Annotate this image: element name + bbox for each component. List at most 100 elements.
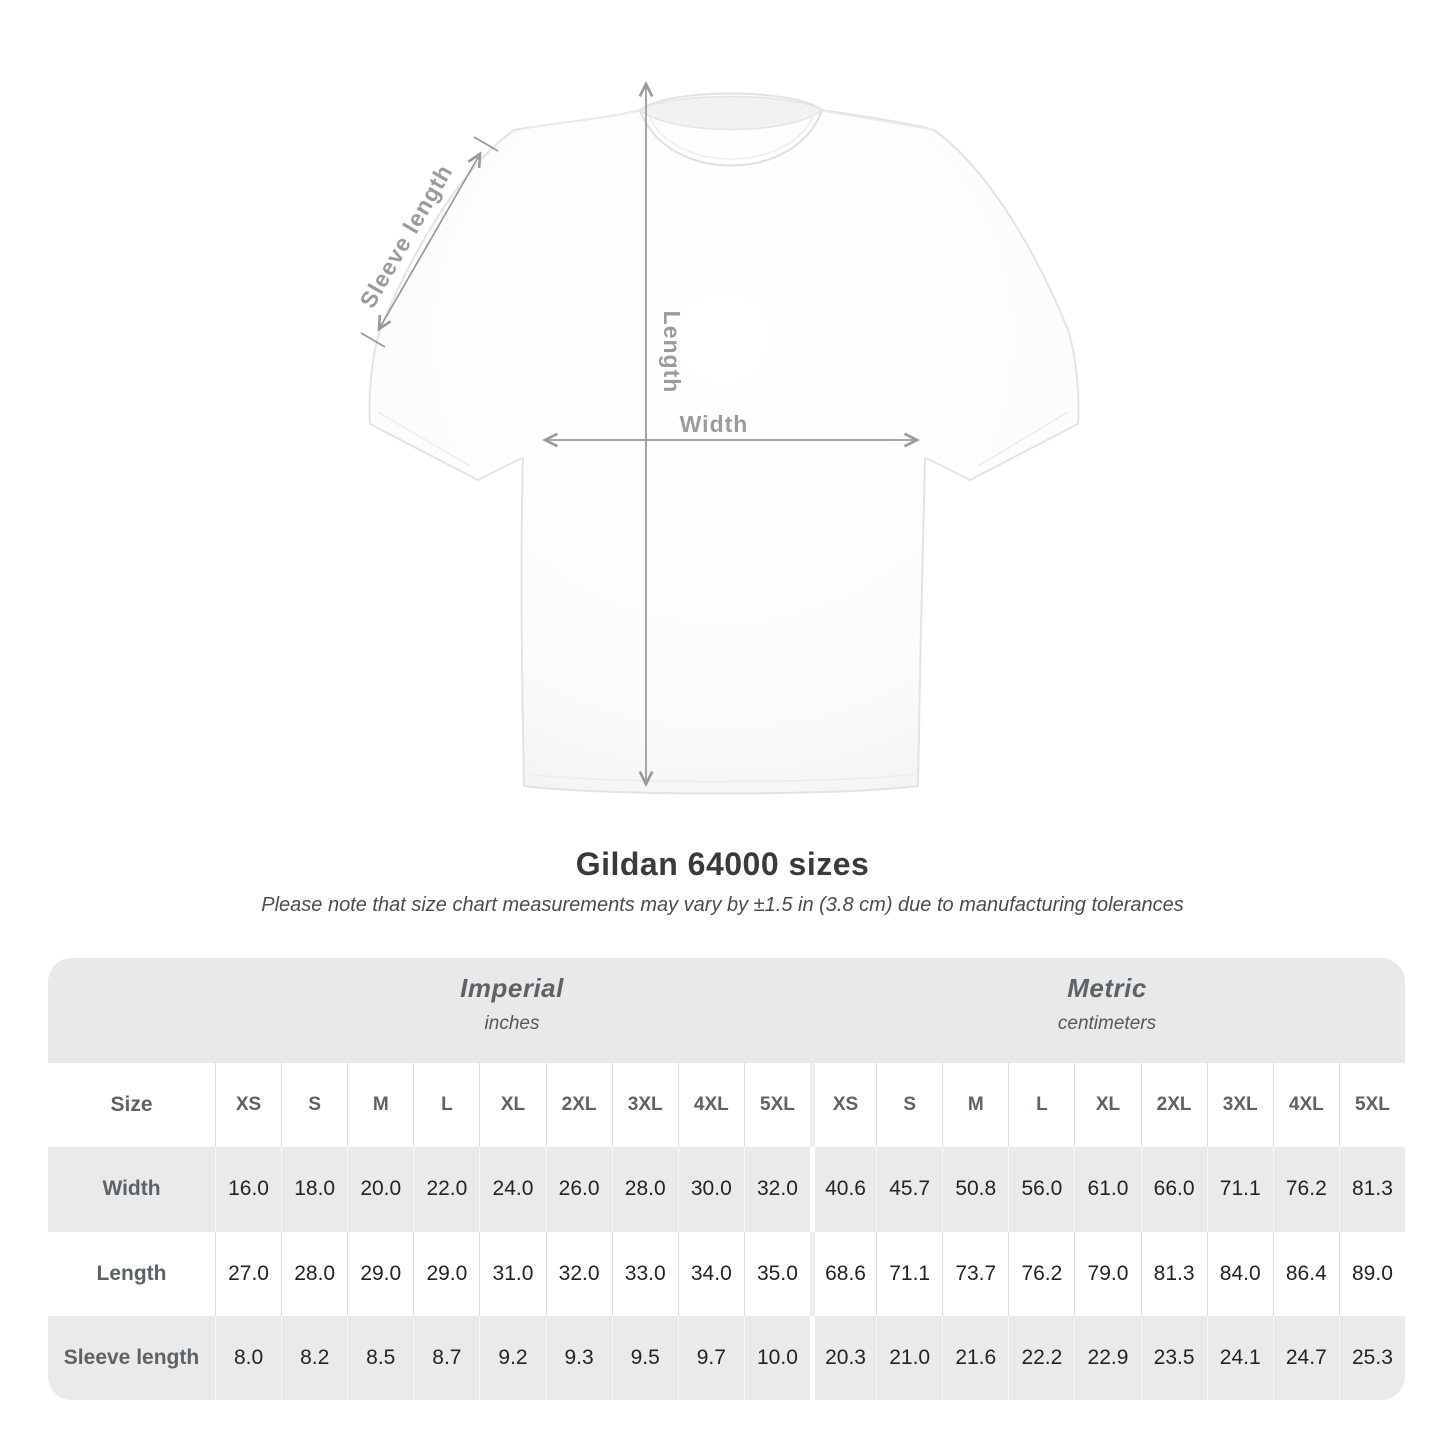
- metric-label: Metric: [1067, 973, 1147, 1003]
- imperial-label: Imperial: [460, 973, 564, 1003]
- column-header-imperial-XL: XL: [479, 1063, 545, 1148]
- table-cell: 28.0: [281, 1231, 347, 1316]
- table-cell: 22.9: [1074, 1315, 1140, 1400]
- tshirt-diagram: Sleeve length Length Width: [354, 81, 1080, 795]
- table-cell: 21.0: [876, 1315, 942, 1400]
- sleeve-arrow-tick-top: [473, 136, 499, 152]
- tshirt-collar-band: [639, 109, 823, 167]
- table-cell: 9.5: [611, 1315, 678, 1400]
- table-cell: 23.5: [1140, 1315, 1207, 1400]
- table-cell: 25.3: [1338, 1315, 1405, 1400]
- table-cell: 20.0: [347, 1147, 413, 1232]
- table-cell: 31.0: [479, 1231, 545, 1316]
- column-header-metric-M: M: [942, 1063, 1008, 1148]
- table-cell: 56.0: [1008, 1147, 1074, 1232]
- table-cell: 76.2: [1008, 1231, 1074, 1316]
- size-column-label: Size: [110, 1093, 153, 1117]
- width-label: Width: [680, 411, 749, 437]
- tshirt-sleeve-hem-right: [977, 411, 1069, 467]
- tshirt-body: [368, 92, 1080, 795]
- table-cell: 32.0: [743, 1147, 810, 1232]
- page-title: Gildan 64000 sizes: [575, 846, 870, 882]
- length-label: Length: [659, 311, 685, 394]
- table-cell: 73.7: [942, 1231, 1008, 1316]
- tshirt-shoulder-seam-right: [821, 110, 935, 131]
- imperial-group-header: Imperial inches: [215, 958, 809, 1063]
- table-cell: 29.0: [413, 1231, 479, 1316]
- column-header-imperial-2XL: 2XL: [545, 1063, 612, 1148]
- row-label: Width: [102, 1177, 161, 1201]
- table-cell: 9.3: [545, 1315, 612, 1400]
- metric-group-header: Metric centimeters: [809, 958, 1405, 1063]
- table-cell: 30.0: [677, 1147, 744, 1232]
- table-cell: 22.0: [413, 1147, 479, 1232]
- tshirt-shoulder-seam-left: [527, 110, 641, 129]
- table-cell: 68.6: [810, 1231, 876, 1316]
- table-cell: 84.0: [1206, 1231, 1273, 1316]
- table-cell: 8.7: [413, 1315, 479, 1400]
- row-label: Sleeve length: [63, 1345, 200, 1369]
- table-cell: 76.2: [1272, 1147, 1339, 1232]
- column-header-metric-3XL: 3XL: [1206, 1063, 1273, 1148]
- imperial-units: inches: [484, 1013, 540, 1034]
- table-cell: 10.0: [743, 1315, 810, 1400]
- table-cell: 24.7: [1272, 1315, 1339, 1400]
- column-header-metric-2XL: 2XL: [1140, 1063, 1207, 1148]
- table-cell: 86.4: [1272, 1231, 1339, 1316]
- table-cell: 21.6: [942, 1315, 1008, 1400]
- table-cell: 24.0: [479, 1147, 545, 1232]
- row-label: Length: [96, 1261, 167, 1285]
- tshirt-bottom-hem: [527, 773, 915, 783]
- unit-group-band: Imperial inches Metric centimeters: [48, 958, 1405, 1063]
- column-header-metric-S: S: [876, 1063, 942, 1148]
- table-cell: 61.0: [1074, 1147, 1140, 1232]
- table-cell: 9.7: [677, 1315, 744, 1400]
- column-header-imperial-3XL: 3XL: [611, 1063, 678, 1148]
- column-header-metric-4XL: 4XL: [1272, 1063, 1339, 1148]
- sleeve-arrow: [377, 151, 482, 332]
- table-cell: 20.3: [810, 1315, 876, 1400]
- column-header-metric-L: L: [1008, 1063, 1074, 1148]
- table-cell: 8.0: [215, 1315, 281, 1400]
- table-cell: 71.1: [876, 1231, 942, 1316]
- tolerance-note: Please note that size chart measurements…: [261, 894, 1184, 916]
- table-cell: 32.0: [545, 1231, 612, 1316]
- table-cell: 66.0: [1140, 1147, 1207, 1232]
- table-cell: 8.5: [347, 1315, 413, 1400]
- table-cell: 45.7: [876, 1147, 942, 1232]
- tshirt-sleeve-hem-left: [377, 411, 471, 467]
- table-cell: 71.1: [1206, 1147, 1273, 1232]
- table-cell: 29.0: [347, 1231, 413, 1316]
- table-cell: 26.0: [545, 1147, 612, 1232]
- metric-units: centimeters: [1057, 1013, 1157, 1034]
- column-header-imperial-L: L: [413, 1063, 479, 1148]
- table-cell: 79.0: [1074, 1231, 1140, 1316]
- table-cell: 8.2: [281, 1315, 347, 1400]
- column-header-imperial-S: S: [281, 1063, 347, 1148]
- column-header-metric-5XL: 5XL: [1338, 1063, 1405, 1148]
- table-cell: 35.0: [743, 1231, 810, 1316]
- size-table-rows: Size XS S M L XL 2XL 3XL 4XL 5XL XS S M L XL 2XL 3XL 4XL 5…: [48, 1063, 1405, 1400]
- table-cell: 33.0: [611, 1231, 678, 1316]
- column-header-imperial-5XL: 5XL: [743, 1063, 810, 1148]
- size-table: Imperial inches Metric centimeters Size X…: [48, 958, 1405, 1400]
- tshirt-collar-rib: [647, 113, 815, 160]
- column-header-imperial-4XL: 4XL: [677, 1063, 744, 1148]
- table-cell: 24.1: [1206, 1315, 1273, 1400]
- table-cell: 9.2: [479, 1315, 545, 1400]
- table-cell: 18.0: [281, 1147, 347, 1232]
- sleeve-arrow-tick-bottom: [360, 332, 386, 348]
- table-cell: 89.0: [1338, 1231, 1405, 1316]
- table-cell: 22.2: [1008, 1315, 1074, 1400]
- table-cell: 28.0: [611, 1147, 678, 1232]
- column-header-metric-XS: XS: [810, 1063, 876, 1148]
- table-cell: 27.0: [215, 1231, 281, 1316]
- table-cell: 81.3: [1338, 1147, 1405, 1232]
- table-cell: 34.0: [677, 1231, 744, 1316]
- column-header-metric-XL: XL: [1074, 1063, 1140, 1148]
- table-cell: 50.8: [942, 1147, 1008, 1232]
- table-cell: 81.3: [1140, 1231, 1207, 1316]
- table-row-length: Length 27.0 28.0 29.0 29.0 31.0 32.0 33.0 34.0 35…: [48, 1231, 1405, 1316]
- table-cell: 16.0: [215, 1147, 281, 1232]
